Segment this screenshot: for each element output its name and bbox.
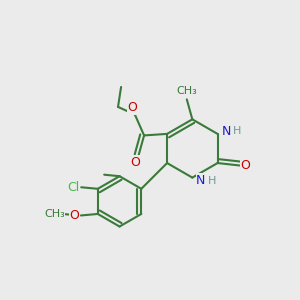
Text: O: O	[128, 101, 137, 114]
Text: CH₃: CH₃	[176, 86, 197, 96]
Text: Cl: Cl	[67, 181, 80, 194]
Text: N: N	[196, 174, 206, 187]
Text: CH₃: CH₃	[44, 209, 65, 219]
Text: H: H	[233, 126, 241, 136]
Text: O: O	[130, 156, 140, 169]
Text: O: O	[69, 209, 79, 222]
Text: O: O	[240, 159, 250, 172]
Text: H: H	[208, 176, 216, 186]
Text: N: N	[221, 125, 231, 138]
